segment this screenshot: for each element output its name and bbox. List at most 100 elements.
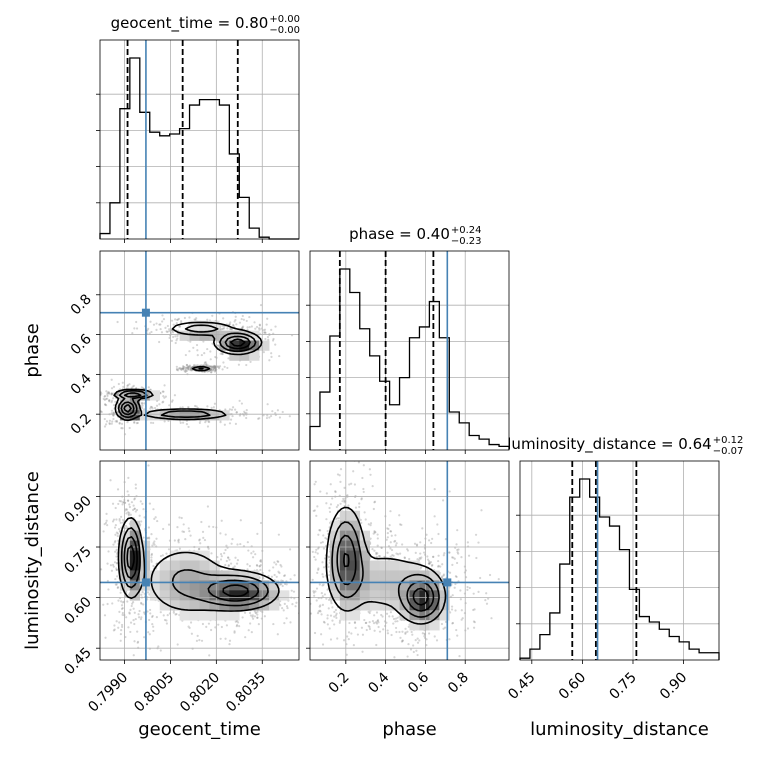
sample-point <box>315 548 318 551</box>
sample-point <box>127 513 130 516</box>
sample-point <box>325 518 328 521</box>
sample-point <box>479 576 482 580</box>
sample-point <box>126 384 130 387</box>
sample-point <box>440 575 443 578</box>
sample-point <box>271 410 274 413</box>
sample-point <box>115 568 118 572</box>
sample-point <box>165 330 168 333</box>
density-cell <box>219 580 230 591</box>
sample-point <box>320 613 323 616</box>
sample-point <box>205 625 208 628</box>
sample-point <box>162 400 165 403</box>
sample-point <box>186 368 190 371</box>
sample-point <box>100 391 102 394</box>
density-cell <box>209 610 220 621</box>
density-cell <box>199 550 210 561</box>
sample-point <box>210 370 213 374</box>
sample-point <box>403 556 406 560</box>
density-cell <box>159 560 170 571</box>
density-cell <box>189 410 200 421</box>
density-cell <box>209 320 220 331</box>
sample-point <box>368 621 371 624</box>
sample-point <box>188 626 191 630</box>
sample-point <box>437 554 440 557</box>
sample-point <box>250 631 253 634</box>
sample-point <box>292 590 296 593</box>
sample-point <box>265 323 268 326</box>
sample-point <box>285 617 288 620</box>
sample-point <box>228 558 231 561</box>
sample-point <box>302 603 304 605</box>
y-tick-label-phase: 0.2 <box>68 411 95 438</box>
sample-point <box>180 516 183 520</box>
sample-point <box>202 367 206 370</box>
sample-point <box>126 600 129 603</box>
sample-point <box>437 559 440 563</box>
sample-point <box>356 633 360 636</box>
sample-point <box>246 326 249 329</box>
sample-point <box>435 639 439 642</box>
sample-point <box>141 404 144 407</box>
sample-point <box>202 340 205 343</box>
sample-point <box>126 499 130 502</box>
sample-point <box>244 636 247 639</box>
sample-point <box>184 370 187 373</box>
sample-point <box>314 480 317 483</box>
sample-point <box>299 570 301 572</box>
sample-point <box>198 539 201 542</box>
sample-point <box>263 328 267 331</box>
sample-point <box>152 542 155 545</box>
sample-point <box>118 421 121 425</box>
sample-point <box>143 402 146 405</box>
sample-point <box>188 316 191 319</box>
sample-point <box>404 632 407 635</box>
x-axis-label-luminosity_distance: luminosity_distance <box>530 719 709 740</box>
sample-point <box>187 367 190 370</box>
sample-point <box>109 564 113 567</box>
sample-point <box>443 552 446 555</box>
sample-point <box>114 577 117 581</box>
sample-point <box>111 420 114 423</box>
sample-point <box>105 404 108 407</box>
sample-point <box>389 510 392 513</box>
sample-point <box>211 366 214 369</box>
sample-point <box>136 640 140 643</box>
sample-point <box>205 363 208 366</box>
sample-point <box>407 642 410 646</box>
sample-point <box>219 421 222 424</box>
density-cell <box>149 390 160 401</box>
sample-point <box>256 532 259 536</box>
sample-point <box>239 519 242 522</box>
sample-point <box>110 401 113 404</box>
title-phase: phase = 0.40 +0.24−0.23 <box>349 225 481 247</box>
sample-point <box>242 318 245 321</box>
sample-point <box>210 368 213 371</box>
sample-point <box>234 556 237 559</box>
sample-point <box>153 406 157 410</box>
sample-point <box>361 476 364 480</box>
density-cell <box>379 590 390 601</box>
sample-point <box>472 626 476 629</box>
sample-point <box>314 558 317 561</box>
sample-point <box>312 509 315 513</box>
sample-point <box>455 575 458 579</box>
sample-point <box>275 568 277 570</box>
sample-point <box>120 623 124 627</box>
sample-point <box>246 563 249 566</box>
title-sub-phase: −0.23 <box>451 236 482 247</box>
sample-point <box>135 508 139 512</box>
sample-point <box>231 538 234 541</box>
sample-point <box>330 602 333 605</box>
sample-point <box>257 623 260 626</box>
sample-point <box>410 630 413 634</box>
sample-point <box>176 369 180 372</box>
density-cell <box>219 340 230 351</box>
sample-point <box>146 591 150 594</box>
sample-point <box>371 620 375 623</box>
density-cell <box>259 590 270 601</box>
sample-point <box>477 590 480 593</box>
sample-point <box>116 586 120 589</box>
sample-point <box>149 612 152 615</box>
sample-point <box>249 622 252 625</box>
sample-point <box>127 493 130 497</box>
